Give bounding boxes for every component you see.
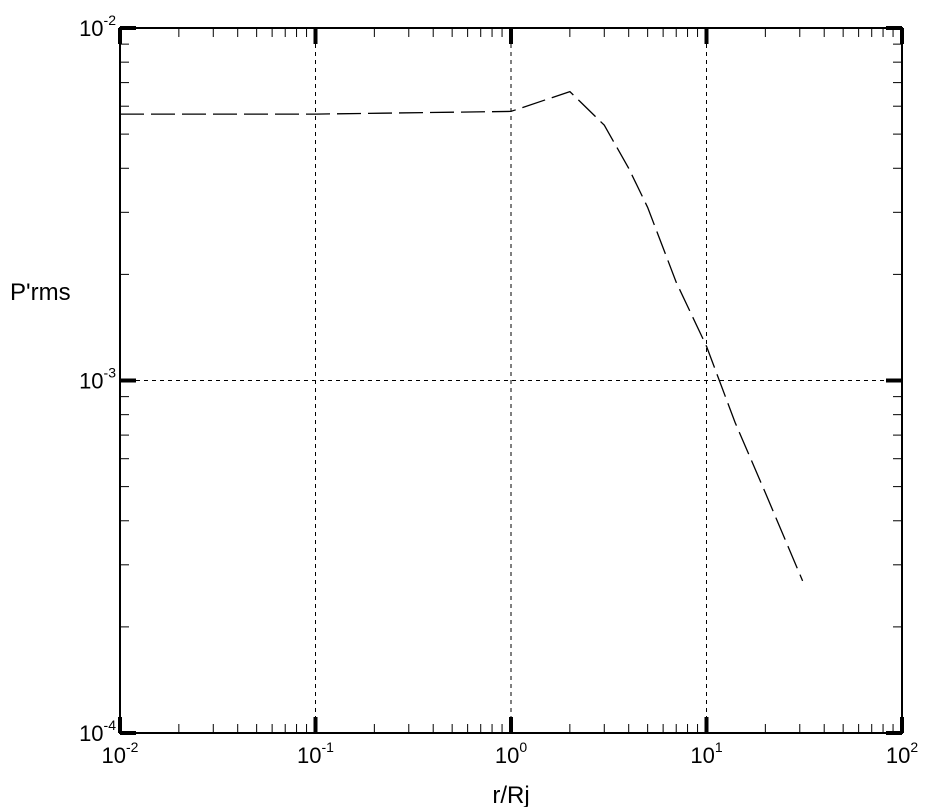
x-tick-base: 10: [102, 743, 126, 768]
x-tick-exponent: 0: [519, 739, 527, 755]
grid-lines: [120, 28, 902, 733]
x-axis-title: r/Rj: [492, 782, 529, 807]
x-tick-label: 100: [495, 739, 527, 768]
x-tick-exponent: 2: [910, 739, 918, 755]
x-tick-base: 10: [297, 743, 321, 768]
x-tick-base: 10: [690, 743, 714, 768]
x-tick-exponent: 1: [715, 739, 723, 755]
x-tick-label: 101: [690, 739, 722, 768]
series-line: [120, 90, 804, 582]
y-axis-title: P'rms: [10, 279, 71, 306]
x-tick-label: 10-1: [297, 739, 334, 768]
y-tick-exponent: -3: [104, 365, 117, 381]
x-tick-label: 102: [886, 739, 918, 768]
y-tick-base: 10: [79, 721, 103, 746]
y-tick-base: 10: [79, 16, 103, 41]
plot-frame: [119, 27, 903, 734]
series-layer: [120, 90, 804, 582]
y-tick-label: 10-4: [79, 717, 116, 746]
y-tick-label: 10-2: [79, 12, 116, 41]
y-tick-base: 10: [79, 369, 103, 394]
x-tick-label: 10-2: [102, 739, 139, 768]
y-tick-exponent: -4: [104, 717, 117, 733]
x-tick-exponent: -1: [322, 739, 335, 755]
x-tick-exponent: -2: [126, 739, 139, 755]
x-tick-base: 10: [886, 743, 910, 768]
x-tick-base: 10: [495, 743, 519, 768]
y-tick-label: 10-3: [79, 365, 116, 394]
y-tick-exponent: -2: [104, 12, 117, 28]
